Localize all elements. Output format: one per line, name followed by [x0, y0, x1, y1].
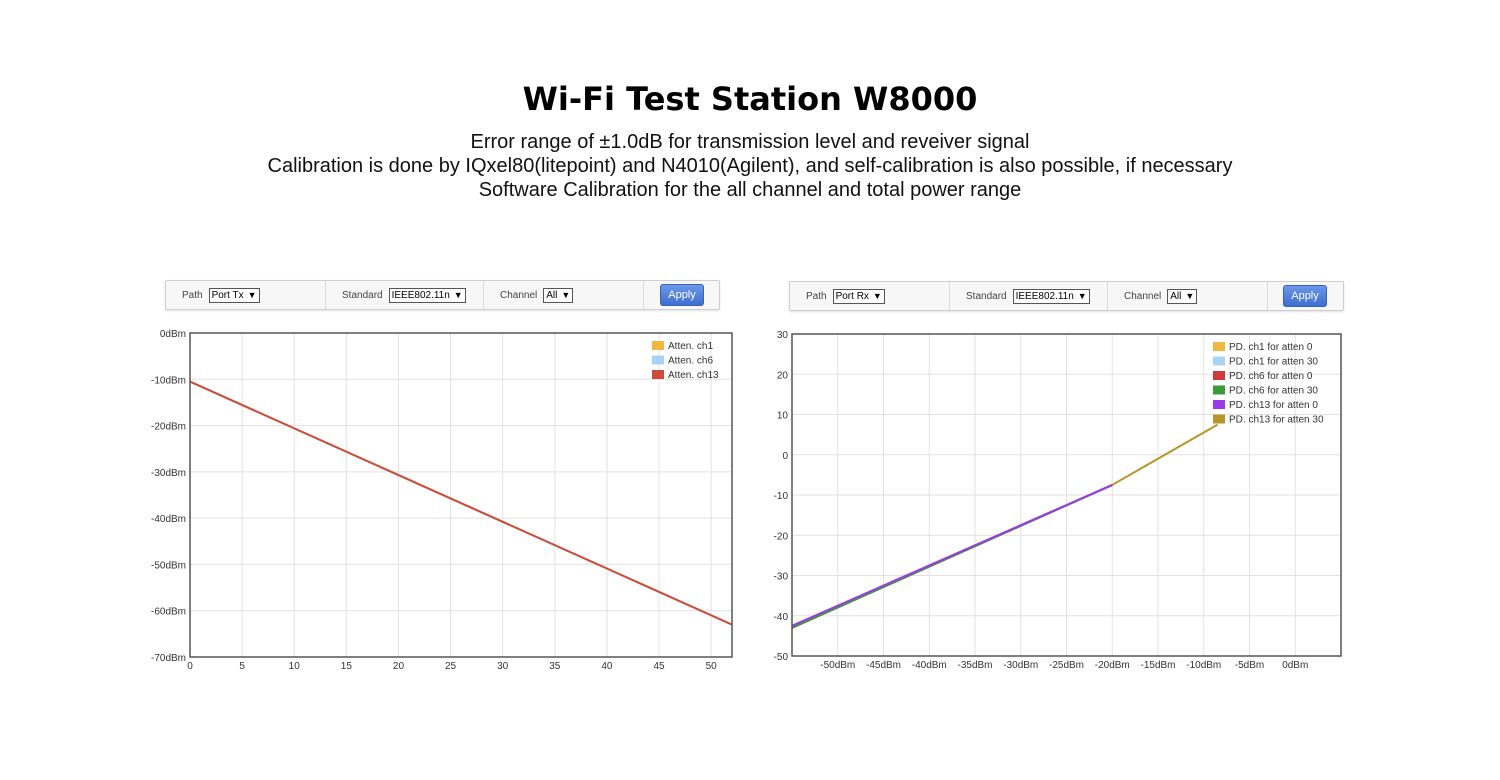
- legend-label: Atten. ch6: [668, 356, 713, 367]
- y-tick-label: -60dBm: [151, 607, 186, 618]
- subtitle-line-1: Error range of ±1.0dB for transmission l…: [470, 131, 1030, 153]
- chevron-down-icon: ▼: [247, 290, 257, 300]
- x-tick-label: 40: [601, 661, 613, 672]
- x-tick-label: 35: [549, 661, 561, 672]
- x-tick-label: 50: [706, 661, 718, 672]
- rx-channel-label: Channel: [1124, 290, 1162, 302]
- tx-standard-value: IEEE802.11n: [391, 289, 450, 301]
- subtitle-line-3: Software Calibration for the all channel…: [478, 179, 1022, 201]
- tx-apply-button[interactable]: Apply: [660, 284, 704, 306]
- x-tick-label: 30: [497, 661, 509, 672]
- x-tick-label: 5: [239, 661, 245, 672]
- rx-channel-group: Channel All ▼: [1108, 282, 1268, 310]
- chevron-down-icon: ▼: [453, 290, 463, 300]
- y-tick-label: -10dBm: [151, 375, 186, 386]
- rx-path-value: Port Rx: [835, 290, 869, 302]
- y-tick-label: -40dBm: [151, 514, 186, 525]
- rx-toolbar: Path Port Rx ▼ Standard IEEE802.11n ▼ Ch…: [789, 281, 1344, 311]
- rx-standard-group: Standard IEEE802.11n ▼: [950, 282, 1108, 310]
- legend-swatch: [652, 355, 664, 365]
- x-tick-label: 10: [289, 661, 301, 672]
- legend-swatch: [652, 341, 664, 350]
- tx-channel-label: Channel: [500, 289, 538, 301]
- rx-apply-button[interactable]: Apply: [1283, 285, 1327, 307]
- subtitle-line-2: Calibration is done by IQxel80(litepoint…: [267, 155, 1233, 177]
- tx-path-group: Path Port Tx ▼: [166, 281, 326, 309]
- legend-swatch: [652, 370, 664, 379]
- rx-channel-value: All: [1170, 290, 1182, 302]
- rx-channel-select[interactable]: All ▼: [1167, 288, 1198, 304]
- plot-frame: [189, 332, 733, 658]
- page-subtitle: Error range of ±1.0dB for transmission l…: [0, 130, 1500, 202]
- rx-standard-select[interactable]: IEEE802.11n ▼: [1012, 288, 1090, 304]
- chevron-down-icon: ▼: [1185, 291, 1195, 301]
- rx-path-group: Path Port Rx ▼: [790, 282, 950, 310]
- tx-channel-value: All: [546, 289, 558, 301]
- tx-path-label: Path: [182, 289, 203, 301]
- legend-label: Atten. ch13: [668, 370, 719, 381]
- page-title: Wi-Fi Test Station W8000: [522, 80, 978, 118]
- y-tick-label: -30dBm: [151, 468, 186, 479]
- tx-channel-group: Channel All ▼: [484, 281, 644, 309]
- x-tick-label: 20: [393, 661, 405, 672]
- tx-standard-group: Standard IEEE802.11n ▼: [326, 281, 484, 309]
- tx-toolbar: Path Port Tx ▼ Standard IEEE802.11n ▼ Ch…: [165, 280, 720, 310]
- tx-standard-label: Standard: [342, 289, 383, 301]
- rx-standard-label: Standard: [966, 290, 1007, 302]
- y-tick-label: -70dBm: [151, 653, 186, 664]
- plot-area: [190, 333, 732, 657]
- tx-channel-select[interactable]: All ▼: [543, 287, 574, 303]
- x-tick-label: 0: [187, 661, 193, 672]
- chevron-down-icon: ▼: [561, 290, 571, 300]
- x-tick-label: 15: [341, 661, 353, 672]
- rx-standard-value: IEEE802.11n: [1015, 290, 1074, 302]
- tx-path-value: Port Tx: [211, 289, 244, 301]
- series-line: [189, 380, 733, 626]
- chevron-down-icon: ▼: [1077, 291, 1087, 301]
- y-tick-label: -50dBm: [151, 560, 186, 571]
- x-tick-label: 25: [445, 661, 457, 672]
- legend-label: Atten. ch1: [668, 341, 713, 352]
- rx-path-select[interactable]: Port Rx ▼: [832, 288, 885, 304]
- x-tick-label: 45: [653, 661, 665, 672]
- rx-path-label: Path: [806, 290, 827, 302]
- tx-standard-select[interactable]: IEEE802.11n ▼: [388, 287, 466, 303]
- y-tick-label: 0dBm: [160, 329, 186, 340]
- y-tick-label: -20dBm: [151, 422, 186, 433]
- chevron-down-icon: ▼: [872, 291, 882, 301]
- tx-path-select[interactable]: Port Tx ▼: [208, 287, 260, 303]
